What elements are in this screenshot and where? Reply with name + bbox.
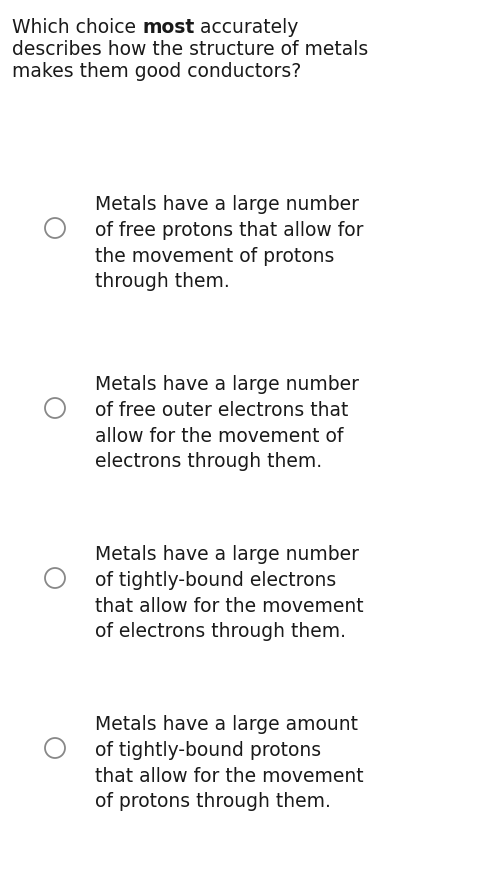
Text: Metals have a large number
of free outer electrons that
allow for the movement o: Metals have a large number of free outer… bbox=[95, 375, 359, 471]
Text: most: most bbox=[142, 18, 194, 37]
Text: makes them good conductors?: makes them good conductors? bbox=[12, 62, 301, 81]
Text: accurately: accurately bbox=[194, 18, 299, 37]
Circle shape bbox=[45, 568, 65, 588]
Text: Metals have a large amount
of tightly-bound protons
that allow for the movement
: Metals have a large amount of tightly-bo… bbox=[95, 715, 364, 811]
Text: Metals have a large number
of tightly-bound electrons
that allow for the movemen: Metals have a large number of tightly-bo… bbox=[95, 545, 364, 641]
Circle shape bbox=[45, 218, 65, 238]
Circle shape bbox=[45, 738, 65, 758]
Circle shape bbox=[45, 398, 65, 418]
Text: Metals have a large number
of free protons that allow for
the movement of proton: Metals have a large number of free proto… bbox=[95, 195, 363, 291]
Text: Which choice: Which choice bbox=[12, 18, 142, 37]
Text: describes how the structure of metals: describes how the structure of metals bbox=[12, 40, 368, 59]
